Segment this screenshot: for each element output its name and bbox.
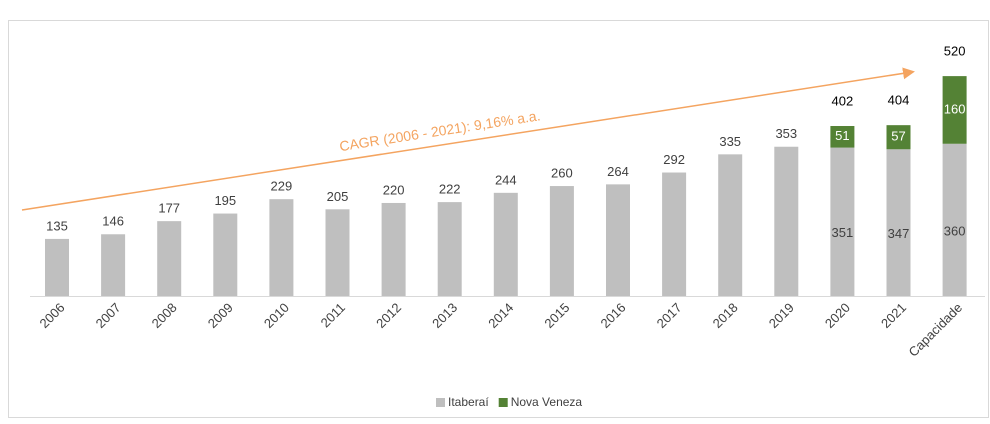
data-label: 160	[944, 101, 966, 116]
data-label: 229	[271, 179, 293, 194]
x-tick-label: 2012	[373, 300, 404, 331]
data-label: 244	[495, 172, 517, 187]
x-tick-label: 2009	[205, 300, 236, 331]
x-tick-label: 2010	[261, 300, 292, 331]
bar-segment	[101, 234, 126, 296]
bar-segment	[549, 186, 574, 296]
x-tick-label: 2017	[654, 300, 685, 331]
data-label: 353	[775, 126, 797, 141]
bar-segment	[830, 147, 855, 296]
bar-segment	[269, 199, 294, 296]
bar-segment	[381, 202, 406, 296]
bar-segment	[325, 209, 350, 296]
legend-swatch	[498, 398, 508, 407]
data-label: 264	[607, 164, 629, 179]
bar-segment	[830, 126, 855, 148]
data-label: 57	[891, 129, 905, 144]
data-label: 135	[46, 218, 68, 233]
legend-label: Itaberaí	[448, 395, 489, 409]
data-label: 347	[888, 226, 910, 241]
x-tick-label: 2015	[541, 300, 572, 331]
data-label: 351	[832, 225, 854, 240]
bar-segment	[886, 125, 911, 150]
x-tick-label: 2018	[710, 300, 741, 331]
bar-segment	[886, 149, 911, 296]
legend-swatch	[436, 398, 445, 407]
data-label: 220	[383, 182, 405, 197]
data-label: 205	[327, 189, 349, 204]
bar-segment	[606, 184, 630, 296]
x-tick-label: 2008	[149, 300, 180, 331]
bar-segment	[942, 143, 967, 296]
bar-segment	[774, 146, 799, 296]
x-tick-label: 2007	[93, 300, 124, 331]
total-label: 402	[832, 93, 854, 108]
data-label: 260	[551, 165, 573, 180]
bar-segment	[437, 202, 462, 296]
data-label: 292	[663, 152, 685, 167]
x-tick-label: 2019	[766, 300, 797, 331]
bar-segment	[213, 213, 238, 296]
x-tick-label: 2006	[36, 300, 67, 331]
x-tick-label: 2021	[878, 300, 909, 331]
annotation: CAGR (2006 - 2021): 9,16% a.a.	[338, 107, 541, 154]
data-label: 335	[719, 134, 741, 149]
bar-segment	[157, 221, 182, 296]
x-tick-label: 2013	[429, 300, 460, 331]
total-label: 520	[944, 44, 966, 59]
data-label: 222	[439, 182, 461, 197]
data-label: 146	[102, 214, 124, 229]
data-label: 360	[944, 223, 966, 238]
data-label: 51	[835, 128, 849, 143]
x-tick-label: 2020	[822, 300, 853, 331]
chart-frame	[8, 20, 989, 418]
bar-segment	[942, 76, 967, 144]
data-label: 195	[214, 193, 236, 208]
bar-segment	[493, 192, 518, 296]
x-tick-label: 2011	[318, 300, 348, 330]
total-label: 404	[888, 93, 910, 108]
x-tick-label: Capacidade	[905, 300, 965, 360]
bar-segment	[718, 154, 743, 296]
bar-segment	[662, 172, 687, 296]
bar-segment	[45, 238, 69, 296]
legend-label: Nova Veneza	[511, 395, 583, 409]
cagr-arrow	[21, 67, 915, 211]
data-label: 177	[158, 201, 180, 216]
x-tick-label: 2014	[485, 300, 516, 331]
x-tick-label: 2016	[597, 300, 628, 331]
